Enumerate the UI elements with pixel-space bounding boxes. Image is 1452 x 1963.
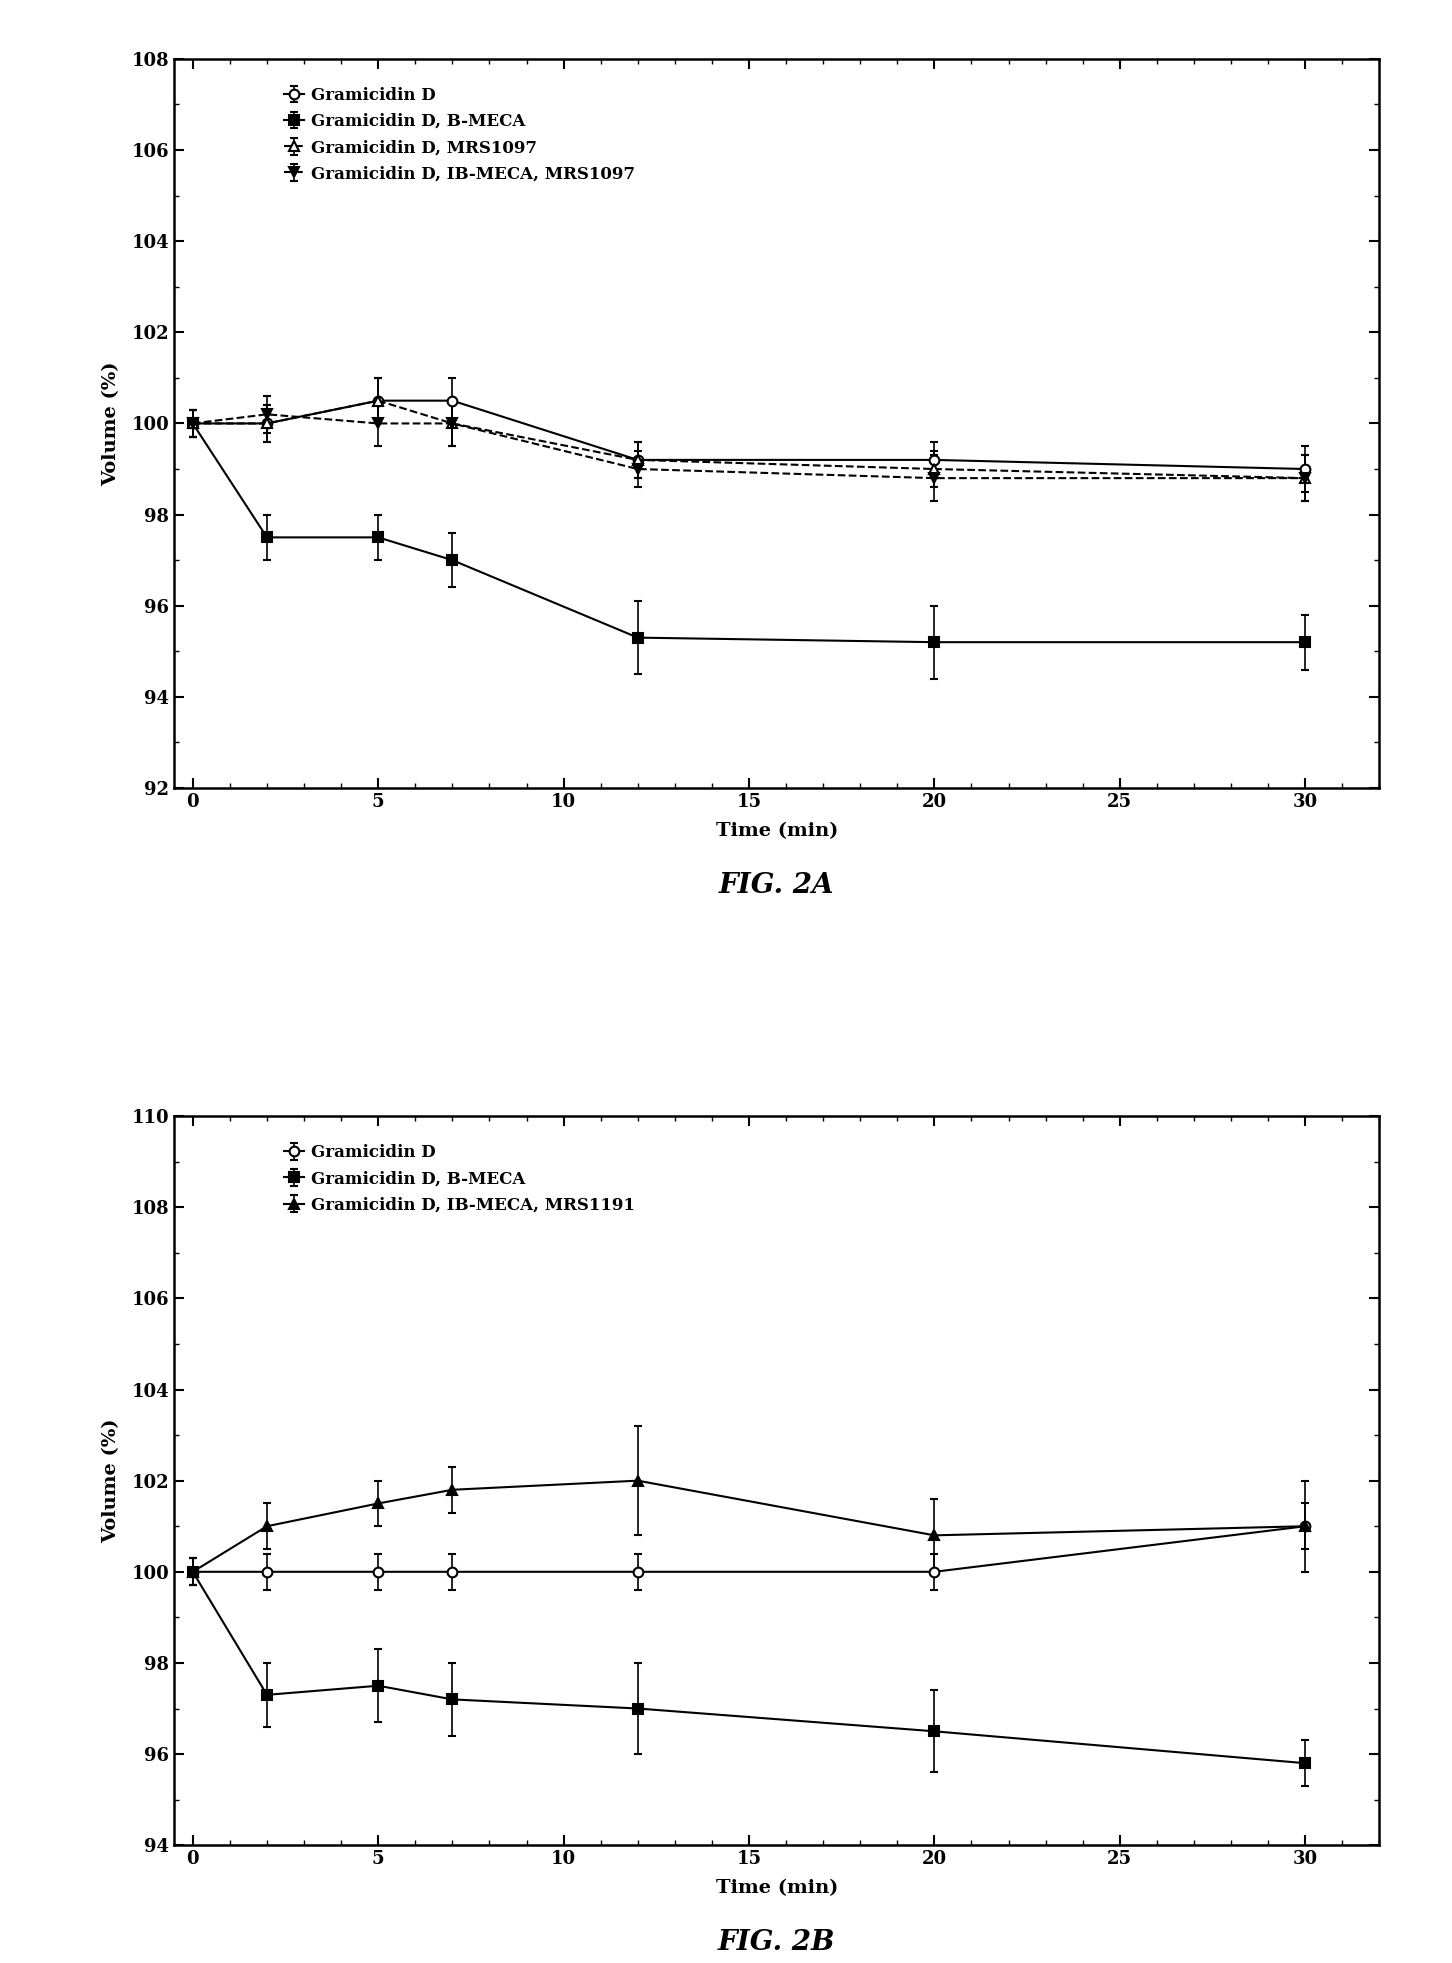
X-axis label: Time (min): Time (min) <box>716 1879 838 1896</box>
Legend: Gramicidin D, Gramicidin D, B-MECA, Gramicidin D, IB-MECA, MRS1191: Gramicidin D, Gramicidin D, B-MECA, Gram… <box>279 1139 639 1219</box>
X-axis label: Time (min): Time (min) <box>716 822 838 840</box>
Title: FIG. 2A: FIG. 2A <box>719 872 835 899</box>
Legend: Gramicidin D, Gramicidin D, B-MECA, Gramicidin D, MRS1097, Gramicidin D, IB-MECA: Gramicidin D, Gramicidin D, B-MECA, Gram… <box>279 82 640 186</box>
Y-axis label: Volume (%): Volume (%) <box>103 1419 121 1543</box>
Title: FIG. 2B: FIG. 2B <box>719 1930 835 1955</box>
Y-axis label: Volume (%): Volume (%) <box>103 361 121 485</box>
